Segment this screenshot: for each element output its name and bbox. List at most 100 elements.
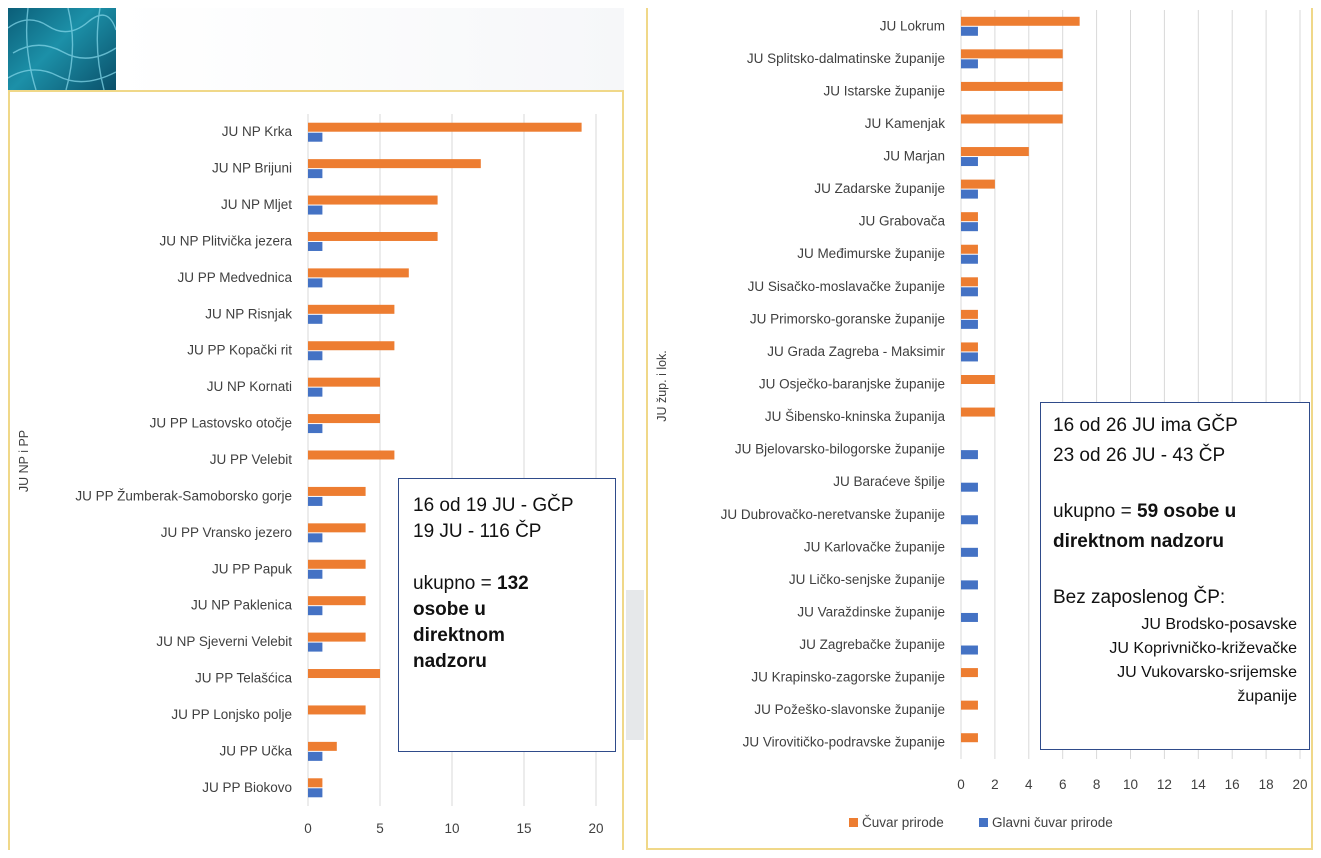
category-label: JU NP Plitvička jezera xyxy=(159,233,292,248)
bar-glavni-cuvar xyxy=(308,788,323,798)
bar-cuvar-prirode xyxy=(961,309,978,319)
bar-cuvar-prirode xyxy=(308,304,395,314)
bar-glavni-cuvar xyxy=(308,606,323,616)
category-label: JU Krapinsko-zagorske županije xyxy=(751,670,945,685)
bar-cuvar-prirode xyxy=(961,342,978,352)
note-line: 23 od 26 JU - 43 ČP xyxy=(1053,445,1226,466)
bar-cuvar-prirode xyxy=(308,632,366,642)
bar-glavni-cuvar xyxy=(961,352,978,362)
bar-cuvar-prirode xyxy=(961,49,1063,59)
category-label: JU Lokrum xyxy=(880,18,945,33)
category-label: JU Šibensko-kninska županija xyxy=(765,409,946,424)
note-line: županije xyxy=(1237,688,1297,705)
note-line: nadzoru xyxy=(413,651,487,672)
x-tick-label: 0 xyxy=(957,777,965,792)
note-total-line: ukupno = 59 osobe u xyxy=(1053,497,1297,527)
category-label: JU Varaždinske županije xyxy=(797,604,945,619)
category-label: JU NP Krka xyxy=(222,124,293,139)
category-label: JU Splitsko-dalmatinske županije xyxy=(747,51,945,66)
x-tick-label: 15 xyxy=(516,821,531,836)
category-label: JU NP Kornati xyxy=(207,379,292,394)
legend-label-glavni: Glavni čuvar prirode xyxy=(992,815,1113,830)
x-tick-label: 20 xyxy=(1292,777,1307,792)
bar-glavni-cuvar xyxy=(308,533,323,543)
bar-glavni-cuvar xyxy=(308,642,323,652)
category-label: JU PP Medvednica xyxy=(177,270,292,285)
category-label: JU Grada Zagreba - Maksimir xyxy=(767,344,945,359)
bar-cuvar-prirode xyxy=(308,159,481,169)
bar-cuvar-prirode xyxy=(961,407,995,417)
x-tick-label: 10 xyxy=(1123,777,1138,792)
legend-swatch-cuvar xyxy=(849,818,858,827)
left-summary-note: 16 od 19 JU - GČP 19 JU - 116 ČP ukupno … xyxy=(398,478,616,752)
category-label: JU PP Vransko jezero xyxy=(161,525,292,540)
right-summary-note: 16 od 26 JU ima GČP 23 od 26 JU - 43 ČP … xyxy=(1040,402,1310,750)
bar-cuvar-prirode xyxy=(308,341,395,351)
category-label: JU PP Kopački rit xyxy=(187,343,292,358)
note-line: JU Vukovarsko-srijemske xyxy=(1117,664,1297,681)
bar-glavni-cuvar xyxy=(308,751,323,761)
note-line: JU Brodsko-posavske xyxy=(1141,616,1297,633)
note-line: direktnom nadzoru xyxy=(1053,531,1225,552)
bar-glavni-cuvar xyxy=(961,482,978,492)
bar-cuvar-prirode xyxy=(308,450,395,460)
category-label: JU PP Lonjsko polje xyxy=(171,707,292,722)
bar-glavni-cuvar xyxy=(961,612,978,622)
category-label: JU Međimurske županije xyxy=(797,246,945,261)
category-label: JU PP Biokovo xyxy=(202,780,292,795)
category-label: JU Marjan xyxy=(883,149,945,164)
bar-cuvar-prirode xyxy=(961,700,978,710)
note-line: osobe u xyxy=(413,599,486,620)
x-tick-label: 5 xyxy=(376,821,384,836)
note-line: 19 JU - 116 ČP xyxy=(413,521,542,542)
bar-cuvar-prirode xyxy=(961,179,995,189)
bar-cuvar-prirode xyxy=(308,122,582,132)
bar-glavni-cuvar xyxy=(961,26,978,36)
category-label: JU Osječko-baranjske županije xyxy=(759,377,945,392)
bar-glavni-cuvar xyxy=(961,580,978,590)
bar-cuvar-prirode xyxy=(961,81,1063,91)
bar-cuvar-prirode xyxy=(961,375,995,384)
note-line: direktnom xyxy=(413,625,505,646)
x-tick-label: 8 xyxy=(1093,777,1101,792)
bar-cuvar-prirode xyxy=(961,16,1080,26)
note-line: Bez zaposlenog ČP: xyxy=(1053,587,1226,608)
bar-glavni-cuvar xyxy=(308,241,323,251)
x-tick-label: 16 xyxy=(1225,777,1240,792)
x-tick-label: 0 xyxy=(304,821,312,836)
category-label: JU NP Risnjak xyxy=(205,306,292,321)
bar-cuvar-prirode xyxy=(961,733,978,743)
note-total-value: 132 xyxy=(497,573,529,594)
bar-glavni-cuvar xyxy=(308,496,323,506)
bar-cuvar-prirode xyxy=(308,377,380,387)
bar-cuvar-prirode xyxy=(308,705,366,715)
bar-glavni-cuvar xyxy=(308,132,323,142)
x-tick-label: 18 xyxy=(1259,777,1274,792)
bar-glavni-cuvar xyxy=(308,169,323,179)
legend-label-cuvar: Čuvar prirode xyxy=(862,815,944,830)
category-label: JU PP Lastovsko otočje xyxy=(150,416,292,431)
category-label: JU NP Sjeverni Velebit xyxy=(156,634,292,649)
category-label: JU NP Brijuni xyxy=(212,161,292,176)
bar-glavni-cuvar xyxy=(961,254,978,264)
bar-glavni-cuvar xyxy=(961,450,978,460)
note-line: ukupno = xyxy=(413,573,497,594)
bar-glavni-cuvar xyxy=(308,569,323,579)
bar-cuvar-prirode xyxy=(308,195,438,205)
note-line: JU Koprivničko-križevačke xyxy=(1109,640,1297,657)
background-shape xyxy=(626,590,644,740)
note-total-value: 59 osobe u xyxy=(1137,501,1237,522)
category-label: JU Primorsko-goranske županije xyxy=(750,311,945,326)
category-label: JU Dubrovačko-neretvanske županije xyxy=(721,507,945,522)
category-label: JU PP Telašćica xyxy=(195,671,293,686)
bar-cuvar-prirode xyxy=(961,114,1063,124)
category-label: JU Kamenjak xyxy=(865,116,946,131)
bar-glavni-cuvar xyxy=(961,222,978,232)
category-label: JU Zagrebačke županije xyxy=(799,637,945,652)
category-label: JU Ličko-senjske županije xyxy=(789,572,945,587)
bar-cuvar-prirode xyxy=(961,244,978,254)
note-line: ukupno = xyxy=(1053,501,1137,522)
note-total-line: ukupno = 132 xyxy=(413,571,615,597)
bar-glavni-cuvar xyxy=(961,645,978,655)
